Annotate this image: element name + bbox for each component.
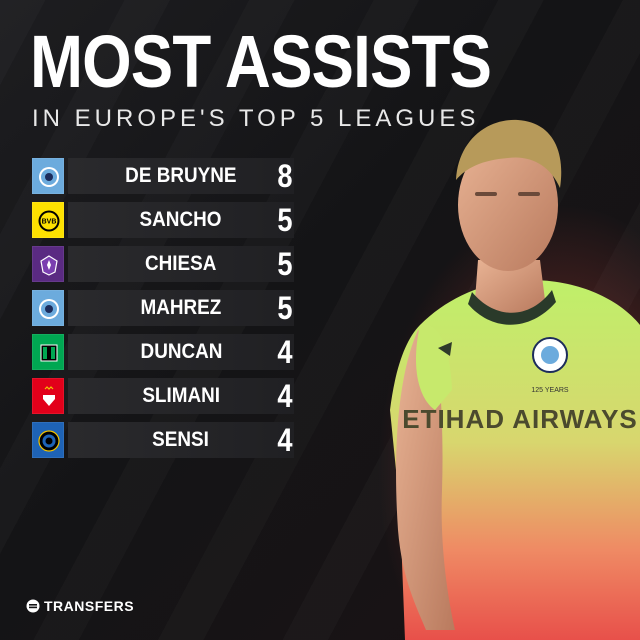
club-badge (32, 378, 64, 414)
player-name: MAHREZ (140, 296, 222, 319)
club-badge (32, 246, 64, 282)
player-name-bar: MAHREZ (68, 290, 294, 326)
player-name: SENSI (152, 428, 210, 451)
player-name-bar: SLIMANI (68, 378, 294, 414)
leaderboard-row: CHIESA 5 (32, 246, 297, 282)
leaderboard-row: MAHREZ 5 (32, 290, 297, 326)
fiorentina-crest-icon (40, 255, 58, 276)
club-badge (32, 422, 64, 458)
assist-count: 8 (277, 158, 293, 194)
brand-name: TRANSFERS (44, 598, 135, 614)
leaderboard-row: DUNCAN 4 (32, 334, 297, 370)
monaco-crest-icon (43, 386, 55, 406)
inter-crest-icon (38, 430, 60, 452)
leaderboard-row: SLIMANI 4 (32, 378, 297, 414)
player-photo: 125 YEARS ETIHAD AIRWAYS (390, 119, 640, 640)
man-city-crest-icon (39, 167, 59, 187)
sassuolo-crest-icon (40, 344, 58, 362)
page-subtitle: IN EUROPE'S TOP 5 LEAGUES (32, 105, 480, 132)
player-name: SANCHO (140, 208, 222, 231)
leaderboard-row: DE BRUYNE 8 (32, 158, 297, 194)
player-name: DE BRUYNE (125, 164, 237, 187)
player-name: SLIMANI (142, 384, 220, 407)
shirt-sponsor-text: ETIHAD AIRWAYS (402, 404, 638, 434)
club-badge (32, 334, 64, 370)
man-city-crest-icon (39, 299, 59, 319)
player-name-bar: SANCHO (68, 202, 294, 238)
assist-count: 4 (277, 378, 293, 414)
assist-count: 4 (277, 334, 293, 370)
assist-count: 5 (277, 246, 293, 282)
page-title: MOST ASSISTS (30, 20, 492, 103)
player-name: DUNCAN (140, 340, 222, 363)
player-name-bar: DUNCAN (68, 334, 294, 370)
brand-logo: TRANSFERS (26, 598, 134, 614)
club-badge (32, 290, 64, 326)
badge-text: 125 YEARS (531, 387, 569, 394)
club-badge (32, 158, 64, 194)
player-name-bar: CHIESA (68, 246, 294, 282)
leaderboard-row: SENSI 4 (32, 422, 297, 458)
player-name-bar: DE BRUYNE (68, 158, 294, 194)
svg-text:BVB: BVB (42, 219, 57, 226)
dortmund-crest-icon: BVB (38, 210, 60, 232)
player-name: CHIESA (145, 252, 217, 275)
assist-count: 5 (277, 290, 293, 326)
assist-count: 5 (277, 202, 293, 238)
player-name-bar: SENSI (68, 422, 294, 458)
club-badge: BVB (32, 202, 64, 238)
assist-count: 4 (277, 422, 293, 458)
transfers-logo-icon (26, 599, 40, 613)
leaderboard-row: BVB SANCHO 5 (32, 202, 297, 238)
